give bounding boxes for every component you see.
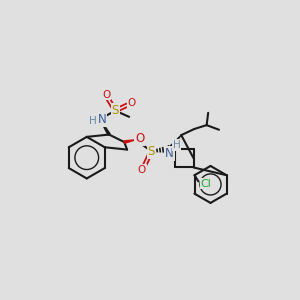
- Text: H: H: [173, 140, 181, 150]
- Text: H: H: [89, 116, 97, 126]
- Text: S: S: [148, 145, 155, 158]
- Polygon shape: [168, 135, 181, 150]
- Text: O: O: [138, 165, 146, 175]
- Polygon shape: [100, 119, 110, 135]
- Text: O: O: [102, 89, 110, 100]
- Text: O: O: [135, 133, 144, 146]
- Text: S: S: [112, 104, 119, 117]
- Text: N: N: [98, 113, 106, 126]
- Text: Cl: Cl: [201, 179, 212, 189]
- Text: N: N: [165, 147, 174, 160]
- Polygon shape: [124, 140, 136, 143]
- Text: O: O: [127, 98, 136, 108]
